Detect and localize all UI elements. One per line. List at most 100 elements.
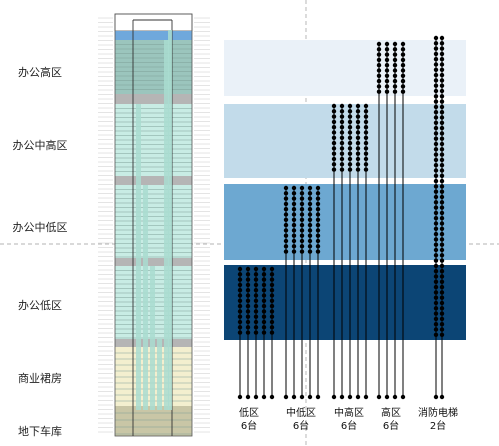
floor-stop-dot: [245, 266, 251, 272]
floor-stop-dot: [291, 185, 297, 191]
floor-stop-dot: [439, 136, 445, 141]
refuge-floor: [115, 176, 192, 185]
lobby-stop-dot: [384, 394, 390, 400]
floor-stop-dot: [355, 151, 361, 156]
floor-stop-dot: [331, 103, 337, 109]
floor-stop-dot: [283, 207, 289, 212]
floor-stop-dot: [392, 52, 398, 57]
floor-stop-dot: [355, 146, 361, 151]
floor-stop-dot: [307, 244, 313, 249]
floor-stop-dot: [291, 207, 297, 212]
lobby-stop-dot: [339, 394, 345, 400]
floor-stop-dot: [307, 185, 313, 191]
floor-stop-dot: [253, 266, 259, 272]
floor-stop-dot: [363, 140, 369, 146]
floor-stop-dot: [237, 319, 243, 325]
floor-stop-dot: [245, 314, 251, 319]
floor-stop-dot: [363, 114, 369, 119]
floor-stop-dot: [392, 78, 398, 84]
floor-stop-dot: [384, 84, 390, 89]
elevator-group-high: [376, 41, 406, 400]
elevator-group-midlow: [283, 185, 321, 400]
floor-stop-dot: [433, 184, 439, 189]
elevator-shaft: [143, 185, 148, 410]
roof-level: [114, 13, 193, 32]
floor-stop-dot: [237, 303, 243, 309]
elevator-groups: [237, 35, 445, 400]
floor-stop-dot: [245, 303, 251, 309]
floor-stop-dot: [439, 41, 445, 46]
floor-stop-dot: [307, 238, 313, 244]
floor-stop-dot: [269, 288, 275, 293]
floor-stop-dot: [339, 151, 345, 156]
floor-stop-dot: [347, 114, 353, 119]
floor-stop-dot: [433, 306, 439, 311]
floor-stop-dot: [355, 103, 361, 109]
refuge-floor: [115, 258, 192, 266]
floor-stop-dot: [433, 62, 439, 67]
floor-stop-dot: [283, 228, 289, 233]
lobby-stop-dot: [355, 394, 361, 400]
basement-floors: [115, 406, 192, 436]
floor-stop-dot: [315, 244, 321, 249]
floor-stop-dot: [433, 216, 439, 221]
floor-stop-dot: [376, 73, 382, 79]
floor-stop-dot: [433, 110, 439, 115]
floor-stop-dot: [400, 62, 406, 68]
lobby-stop-dot: [439, 394, 445, 400]
floor-stop-dot: [433, 157, 439, 163]
floor-stop-dot: [245, 288, 251, 293]
floor-stop-dot: [299, 244, 305, 249]
floor-stop-dot: [269, 314, 275, 319]
floor-stop-dot: [331, 162, 337, 167]
floor-stop-dot: [439, 290, 445, 295]
floor-stop-dot: [439, 152, 445, 157]
elevator-shaft: [157, 339, 162, 410]
elevator-shafts: [132, 19, 173, 436]
floor-stop-dot: [307, 217, 313, 222]
floor-stop-dot: [439, 322, 445, 327]
floor-stop-dot: [269, 325, 275, 330]
floor-stop-dot: [439, 51, 445, 57]
lobby-stop-dot: [392, 394, 398, 400]
floor-stop-dot: [339, 156, 345, 162]
floor-stop-dot: [433, 322, 439, 327]
group-label-midlow: 中低区 6台: [277, 407, 325, 433]
group-count: 2台: [429, 421, 447, 432]
floor-stop-dot: [376, 41, 382, 47]
floor-stop-dot: [347, 162, 353, 167]
floor-stop-dot: [315, 238, 321, 244]
lobby-stop-dot: [433, 394, 439, 400]
floor-stop-dot: [237, 314, 243, 319]
floor-stop-dot: [439, 316, 445, 322]
group-count: 6台: [292, 421, 310, 432]
floor-stop-dot: [299, 228, 305, 233]
floor-stop-dot: [261, 303, 267, 309]
floor-stop-dot: [376, 68, 382, 73]
floor-stop-dot: [299, 196, 305, 201]
floor-stop-dot: [299, 185, 305, 191]
floor-stop-dot: [439, 110, 445, 115]
floor-stop-dot: [433, 247, 439, 253]
floor-stop-dot: [253, 325, 259, 330]
floor-stop-dot: [261, 277, 267, 282]
floor-stop-dot: [307, 191, 313, 196]
floor-stop-dot: [439, 226, 445, 231]
floor-stop-dot: [376, 52, 382, 57]
floor-stop-dot: [376, 84, 382, 89]
floor-stop-dot: [433, 231, 439, 237]
floor-stop-dot: [439, 295, 445, 300]
floor-stop-dot: [237, 309, 243, 314]
floor-stop-dot: [439, 231, 445, 237]
floor-stop-dot: [439, 237, 445, 242]
floor-stop-dot: [392, 89, 398, 94]
floor-stop-dot: [439, 221, 445, 226]
floor-stop-dot: [339, 162, 345, 167]
group-label-high: 高区 6台: [367, 407, 415, 433]
floor-stop-dot: [299, 238, 305, 244]
floor-stop-dot: [439, 72, 445, 78]
floor-stop-dot: [433, 35, 439, 41]
floor-stop-dot: [439, 94, 445, 99]
floor-stop-dot: [439, 125, 445, 131]
floor-stop-dot: [433, 189, 439, 194]
